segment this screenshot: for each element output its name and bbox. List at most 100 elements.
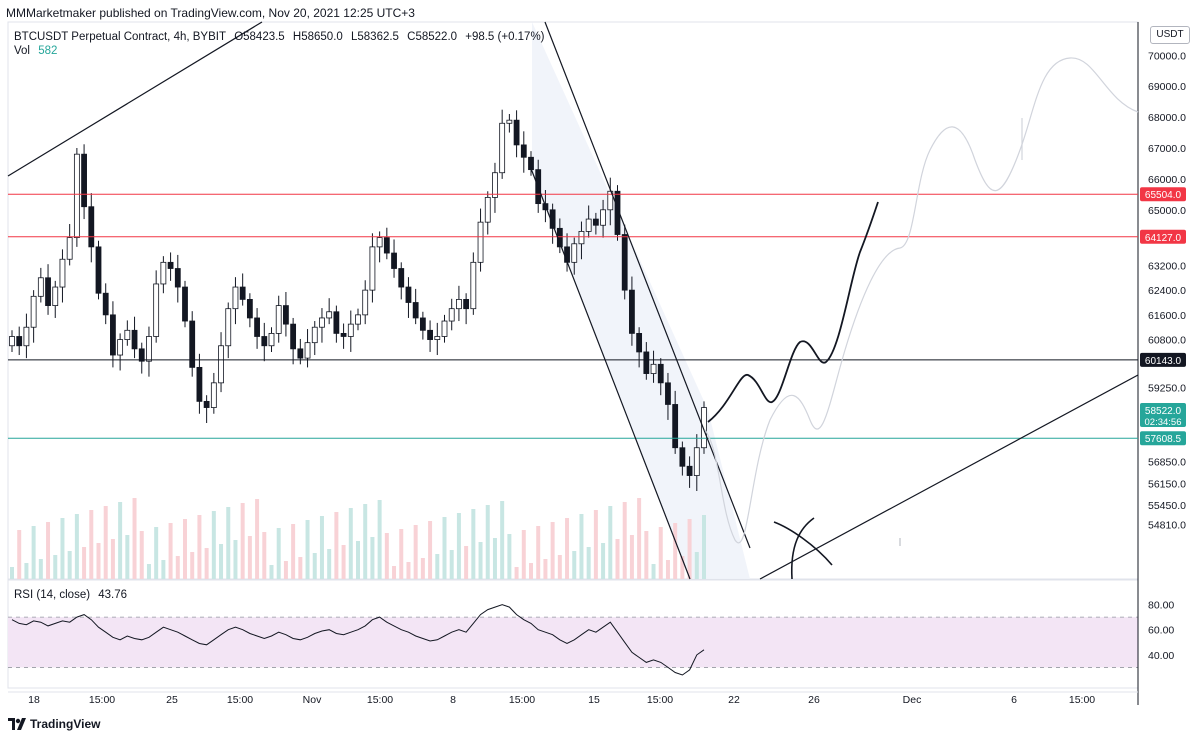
ohlc-high: H58650.0 xyxy=(292,31,343,43)
volume-bar xyxy=(363,504,368,579)
volume-bar xyxy=(464,546,469,579)
volume-bar xyxy=(211,511,216,579)
volume-bar xyxy=(543,559,548,579)
volume-bar xyxy=(255,499,260,579)
candle-body xyxy=(383,237,390,254)
volume-bar xyxy=(694,552,699,579)
candle-body xyxy=(73,153,80,239)
volume-bar xyxy=(334,512,339,579)
ohlc-close: C58522.0 xyxy=(407,31,458,43)
volume-bar xyxy=(687,519,692,579)
publisher-line: MMMarketmaker published on TradingView.c… xyxy=(6,6,415,20)
volume-bar xyxy=(529,563,533,579)
volume-bar xyxy=(168,523,173,579)
candle-body xyxy=(643,351,650,374)
ghost-projection-path xyxy=(704,57,1139,544)
tradingview-logo-icon xyxy=(8,718,26,730)
x-tick-label: 22 xyxy=(728,694,740,706)
volume-bar xyxy=(175,556,180,579)
volume-bar xyxy=(197,515,202,579)
currency-selector[interactable]: USDT xyxy=(1150,26,1190,44)
candle-body xyxy=(607,190,614,211)
volume-bar xyxy=(593,510,598,579)
volume-bar xyxy=(10,567,14,579)
volume-bar xyxy=(341,545,346,579)
volume-bar xyxy=(89,510,94,579)
candle-body xyxy=(30,295,37,328)
volume-bar xyxy=(60,518,65,579)
volume-bar xyxy=(110,539,115,579)
rsi-tick-label: 60.00 xyxy=(1148,625,1174,637)
x-tick-label: 26 xyxy=(808,694,820,706)
rsi-tick-label: 80.00 xyxy=(1148,600,1174,612)
volume-bar xyxy=(226,507,231,579)
candle-body xyxy=(376,237,383,248)
ohlc-open: O58423.5 xyxy=(234,31,285,43)
candle-body xyxy=(88,206,95,248)
volume-bar xyxy=(586,547,591,579)
volume-bar xyxy=(680,556,685,579)
level-price-label: 60143.0 xyxy=(1145,356,1182,367)
channel-lower-line xyxy=(529,165,691,580)
volume-bar xyxy=(298,557,303,579)
volume-bar xyxy=(622,502,627,579)
candle-body xyxy=(23,326,30,347)
volume-bar xyxy=(269,565,274,579)
volume-value: 582 xyxy=(38,45,58,57)
candle-body xyxy=(174,268,181,288)
volume-bar xyxy=(82,547,87,579)
x-tick-label: 18 xyxy=(28,694,40,706)
volume-bar xyxy=(514,567,519,579)
y-tick-label: 56150.0 xyxy=(1148,478,1186,490)
volume-bar xyxy=(46,522,51,579)
volume-bar xyxy=(24,563,29,579)
candle-body xyxy=(499,122,506,174)
candle-body xyxy=(52,286,59,306)
tradingview-logo[interactable]: TradingView xyxy=(8,717,100,731)
candle-body xyxy=(146,336,152,362)
volume-bar xyxy=(146,564,151,579)
volume-bar xyxy=(413,525,418,579)
volume-bar xyxy=(629,535,634,579)
y-tick-label: 67000.0 xyxy=(1148,143,1186,155)
candle-body xyxy=(326,311,333,319)
x-tick-label: 6 xyxy=(1011,694,1017,706)
volume-bar xyxy=(356,541,360,579)
volume-bar xyxy=(673,523,678,579)
candle-body xyxy=(578,231,585,245)
candle-body xyxy=(484,197,491,223)
volume-bar xyxy=(305,520,310,579)
symbol-name[interactable]: BTCUSDT Perpetual Contract, 4h, BYBIT xyxy=(14,31,226,43)
x-tick-label: 15:00 xyxy=(509,694,535,706)
channel-shade xyxy=(532,22,750,579)
volume-bar xyxy=(219,544,224,579)
candle-body xyxy=(333,311,340,334)
candle-body xyxy=(311,326,318,344)
y-tick-label: 56850.0 xyxy=(1148,457,1186,469)
x-tick-label: 25 xyxy=(166,694,178,706)
candle-body xyxy=(463,299,470,310)
rsi-label[interactable]: RSI (14, close) xyxy=(14,589,91,601)
candle-body xyxy=(16,336,23,347)
candle-body xyxy=(441,320,448,337)
volume-bar xyxy=(291,524,296,579)
x-mark-stroke-b xyxy=(790,517,815,580)
volume-bar xyxy=(399,529,404,579)
candle-body xyxy=(189,320,196,368)
symbol-legend: BTCUSDT Perpetual Contract, 4h, BYBIT O5… xyxy=(14,31,550,43)
y-tick-label: 63200.0 xyxy=(1148,260,1186,272)
volume-bar xyxy=(139,531,144,579)
volume-bar xyxy=(233,540,238,579)
level-price-box xyxy=(1140,229,1186,244)
volume-bar xyxy=(507,534,512,579)
y-tick-label: 55450.0 xyxy=(1148,500,1186,512)
candle-body xyxy=(203,400,210,408)
y-tick-label: 65000.0 xyxy=(1148,205,1186,217)
candle-body xyxy=(167,261,174,269)
volume-label[interactable]: Vol xyxy=(14,45,30,57)
candle-body xyxy=(434,336,441,340)
upper-trendline xyxy=(7,21,263,177)
candle-body xyxy=(297,348,304,359)
candle-body xyxy=(275,305,282,334)
